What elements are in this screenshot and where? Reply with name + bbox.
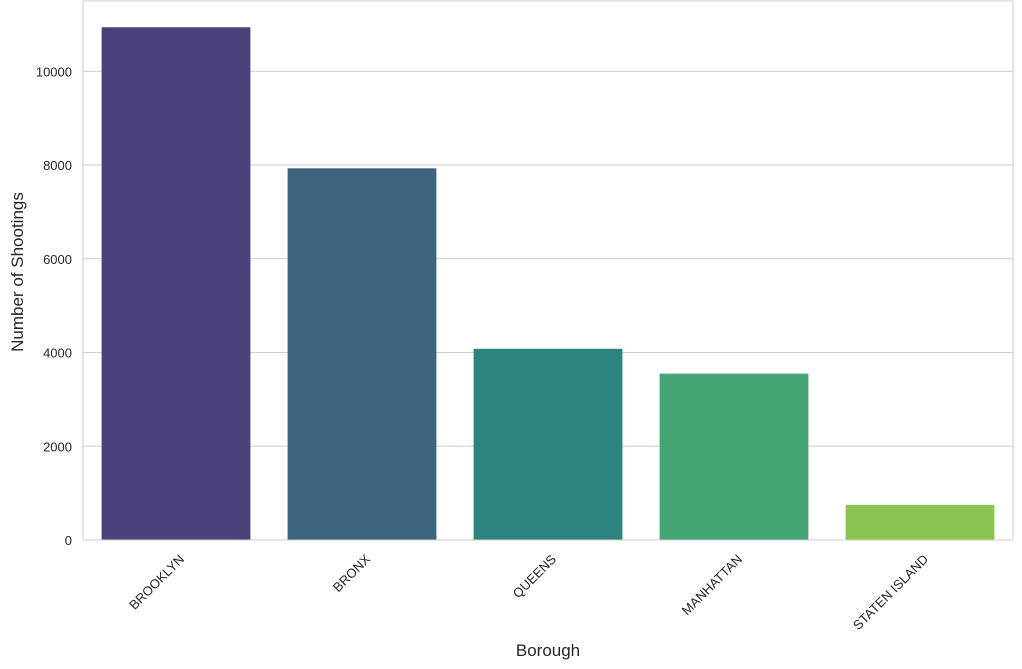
x-tick-label: BROOKLYN: [126, 552, 187, 613]
bar: [473, 348, 623, 540]
y-axis-label: Number of Shootings: [8, 192, 27, 352]
bar: [659, 373, 809, 540]
x-tick-label: QUEENS: [510, 551, 560, 601]
y-tick-label: 10000: [36, 64, 72, 79]
x-tick-label: STATEN ISLAND: [850, 552, 931, 633]
y-tick-label: 0: [65, 533, 72, 548]
y-tick-label: 8000: [43, 158, 72, 173]
bar: [287, 168, 437, 540]
x-tick-label: MANHATTAN: [679, 552, 745, 618]
bar: [845, 504, 995, 540]
y-tick-label: 4000: [43, 346, 72, 361]
x-tick-label: BRONX: [330, 551, 374, 595]
plot-frame: [82, 0, 1014, 541]
x-axis-label: Borough: [516, 641, 580, 660]
y-tick-label: 2000: [43, 439, 72, 454]
bar: [101, 27, 251, 541]
y-tick-label: 6000: [43, 252, 72, 267]
